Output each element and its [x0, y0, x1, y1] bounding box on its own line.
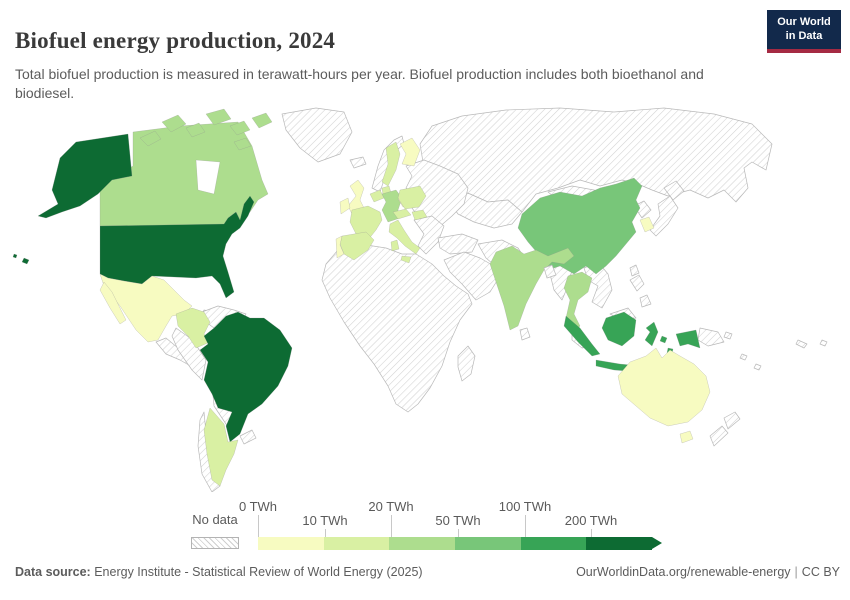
- country-mexico[interactable]: [99, 281, 127, 325]
- country-thailand[interactable]: [563, 271, 593, 333]
- country-indonesia[interactable]: [659, 335, 668, 344]
- no-data-label: No data: [192, 512, 238, 527]
- region-pacific-island[interactable]: [753, 363, 762, 371]
- owid-url-link[interactable]: OurWorldinData.org/renewable-energy: [576, 565, 791, 579]
- region-new-caledonia[interactable]: [795, 339, 808, 349]
- country-indonesia[interactable]: [644, 321, 659, 347]
- country-united-states[interactable]: [12, 253, 18, 259]
- country-austria[interactable]: [392, 208, 412, 220]
- country-canada[interactable]: [229, 120, 251, 136]
- legend-tick-100: 100 TWh: [498, 499, 552, 514]
- region-papua-new-guinea[interactable]: [697, 327, 725, 347]
- legend-tick-line: [258, 515, 259, 537]
- license-link[interactable]: CC BY: [801, 565, 840, 579]
- no-data-swatch[interactable]: [191, 537, 239, 549]
- region-pacific-island[interactable]: [739, 353, 748, 361]
- region-turkey[interactable]: [437, 233, 479, 255]
- country-brazil[interactable]: [199, 311, 293, 443]
- legend-colorbar: [258, 537, 653, 550]
- legend-bin-0-10[interactable]: [258, 537, 324, 550]
- legend-tick-line: [325, 529, 326, 537]
- footer-separator: |: [794, 565, 798, 579]
- page-title: Biofuel energy production, 2024: [15, 28, 336, 54]
- country-canada[interactable]: [233, 137, 252, 151]
- region-png-island[interactable]: [723, 331, 733, 340]
- owid-logo-line2: in Data: [785, 29, 823, 42]
- region-taiwan[interactable]: [629, 264, 640, 277]
- country-italy[interactable]: [400, 255, 412, 264]
- region-bangladesh[interactable]: [543, 264, 557, 279]
- region-middle-east[interactable]: [443, 251, 501, 301]
- owid-logo-line1: Our World: [777, 16, 831, 28]
- legend-tick-line: [525, 515, 526, 537]
- country-france[interactable]: [349, 205, 383, 241]
- legend-tick-line: [591, 529, 592, 537]
- footer: Data source: Energy Institute - Statisti…: [15, 565, 840, 579]
- data-source-text: Energy Institute - Statistical Review of…: [90, 565, 423, 579]
- page-subtitle: Total biofuel production is measured in …: [15, 66, 704, 102]
- country-south-korea[interactable]: [639, 216, 655, 233]
- legend-tick-line: [458, 529, 459, 537]
- owid-logo[interactable]: Our World in Data: [767, 10, 841, 53]
- data-source-label: Data source:: [15, 565, 91, 579]
- country-australia[interactable]: [617, 347, 711, 427]
- region-greenland[interactable]: [281, 107, 353, 163]
- country-argentina[interactable]: [203, 407, 239, 487]
- legend-bin-100-200[interactable]: [520, 537, 587, 550]
- legend-bin-20-50[interactable]: [389, 537, 456, 550]
- country-canada[interactable]: [185, 122, 206, 138]
- country-portugal[interactable]: [335, 235, 345, 259]
- country-united-states[interactable]: [21, 257, 30, 265]
- country-finland[interactable]: [399, 137, 421, 167]
- country-italy[interactable]: [388, 219, 421, 255]
- country-india[interactable]: [489, 245, 575, 331]
- region-uruguay[interactable]: [239, 429, 257, 445]
- country-indonesia[interactable]: [601, 311, 637, 347]
- legend-tick-10: 10 TWh: [302, 513, 348, 528]
- region-sri-lanka[interactable]: [519, 327, 531, 341]
- legend-tick-0: 0 TWh: [238, 499, 278, 514]
- region-madagascar[interactable]: [457, 345, 476, 382]
- region-balkans[interactable]: [413, 215, 445, 255]
- legend-tick-20: 20 TWh: [368, 499, 414, 514]
- country-italy[interactable]: [390, 239, 400, 252]
- country-indonesia[interactable]: [563, 315, 601, 357]
- country-spain[interactable]: [339, 231, 375, 261]
- region-japan[interactable]: [649, 195, 679, 237]
- country-united-states[interactable]: [37, 133, 133, 219]
- country-canada[interactable]: [205, 108, 232, 126]
- region-philippines[interactable]: [629, 274, 645, 292]
- country-netherlands-belgium[interactable]: [369, 189, 385, 203]
- region-new-zealand[interactable]: [709, 425, 729, 447]
- footer-links: OurWorldinData.org/renewable-energy | CC B…: [576, 565, 840, 579]
- legend-tick-line: [391, 515, 392, 537]
- region-iceland[interactable]: [349, 156, 367, 169]
- map-legend: No data 0 TWh 10 TWh 20 TWh 50 TWh 100 T…: [0, 498, 850, 556]
- country-canada[interactable]: [139, 130, 162, 147]
- legend-tick-50: 50 TWh: [435, 513, 481, 528]
- country-canada[interactable]: [251, 112, 273, 129]
- region-philippines[interactable]: [639, 294, 652, 308]
- legend-bin-50-100[interactable]: [455, 537, 521, 550]
- country-indonesia[interactable]: [675, 329, 701, 349]
- country-ireland[interactable]: [339, 197, 351, 215]
- world-map[interactable]: [0, 102, 850, 492]
- region-new-zealand[interactable]: [723, 411, 741, 430]
- region-fiji[interactable]: [819, 339, 828, 347]
- country-sweden[interactable]: [381, 141, 401, 187]
- country-hungary[interactable]: [411, 209, 428, 221]
- legend-tick-200: 200 TWh: [564, 513, 618, 528]
- country-canada[interactable]: [161, 114, 187, 133]
- data-source: Data source: Energy Institute - Statisti…: [15, 565, 423, 579]
- legend-arrow: [652, 537, 662, 549]
- legend-bin-200plus[interactable]: [586, 537, 653, 550]
- legend-bin-10-20[interactable]: [323, 537, 390, 550]
- country-poland[interactable]: [397, 185, 427, 210]
- country-australia[interactable]: [679, 430, 694, 444]
